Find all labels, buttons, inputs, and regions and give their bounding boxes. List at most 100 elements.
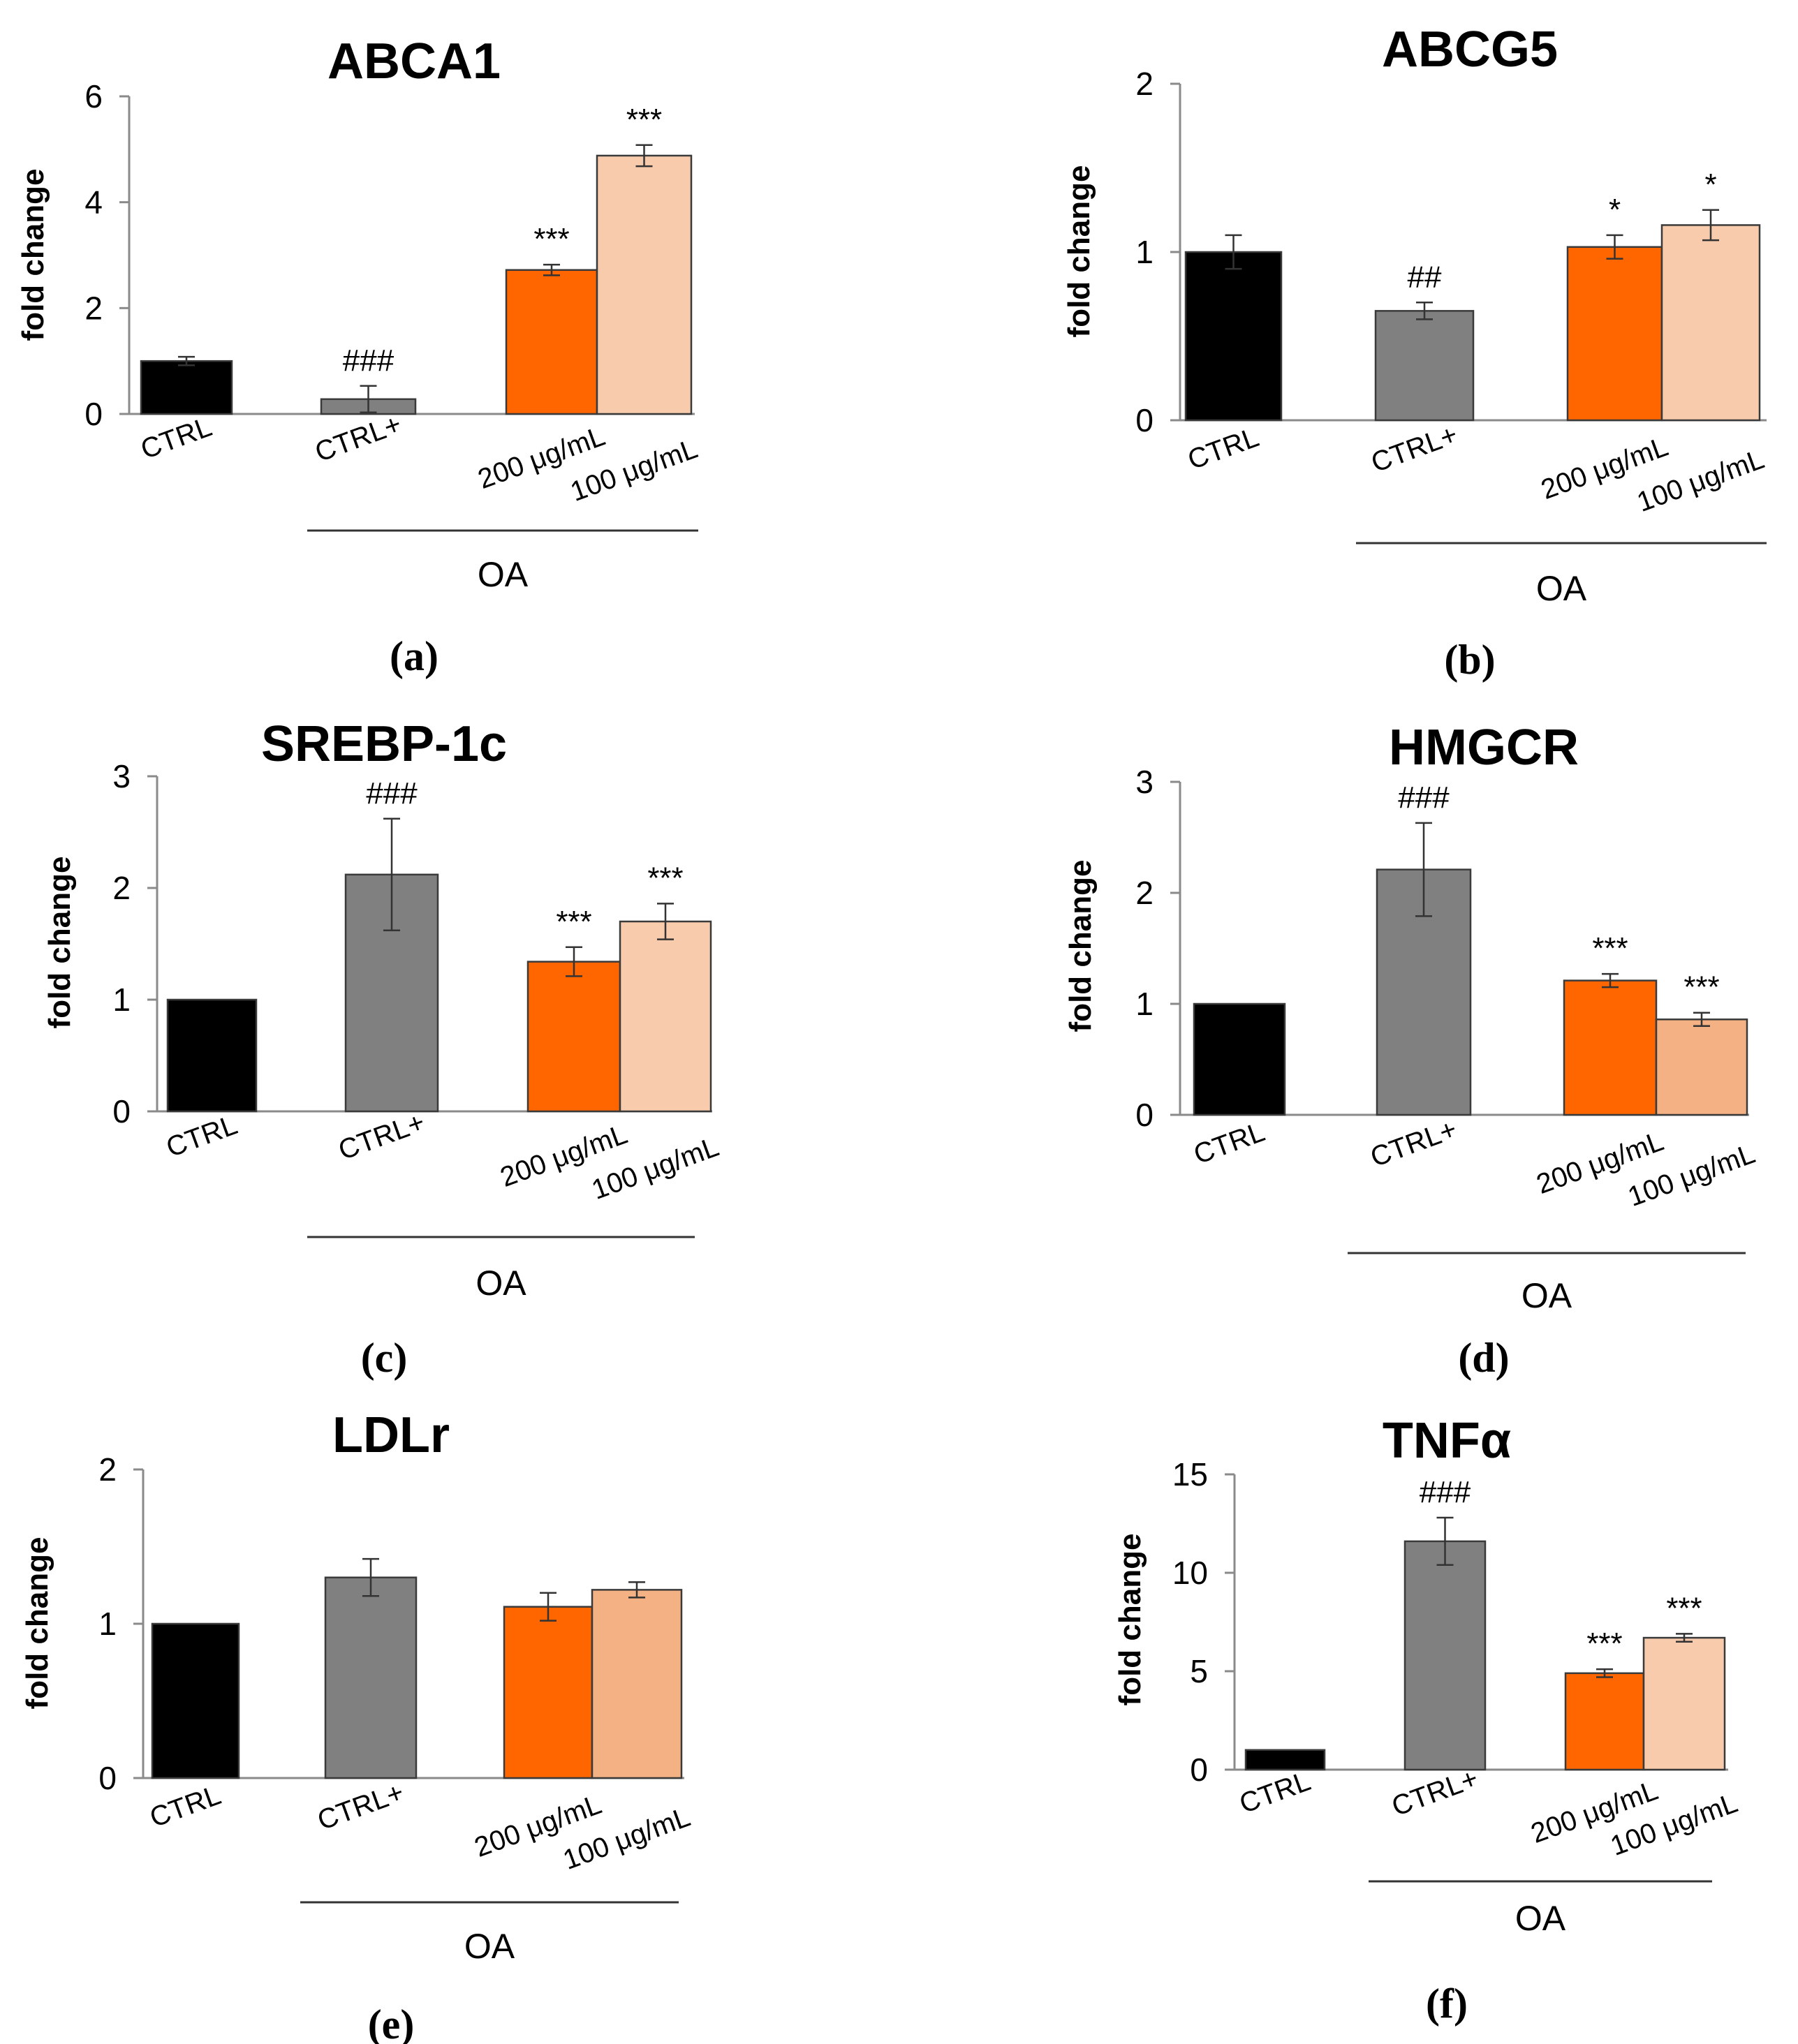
y-tick-label: 6 xyxy=(84,78,103,114)
group-label: OA xyxy=(1536,569,1587,608)
panel-label: (d) xyxy=(1458,1335,1509,1381)
bar-1 xyxy=(141,361,232,414)
panel-label: (b) xyxy=(1444,637,1495,683)
chart-title: ABCG5 xyxy=(1382,22,1558,77)
x-tick-label: CTRL+ xyxy=(334,1106,429,1166)
panel-label: (a) xyxy=(390,633,439,679)
y-tick-label: 0 xyxy=(1190,1752,1208,1788)
bar-4 xyxy=(592,1590,681,1778)
significance-label: * xyxy=(1609,193,1621,227)
panel-label: (c) xyxy=(361,1335,408,1381)
significance-label: *** xyxy=(1683,970,1719,1005)
y-axis-label: fold change xyxy=(1062,165,1096,338)
significance-label: ### xyxy=(366,776,418,810)
y-tick-label: 2 xyxy=(1135,66,1154,102)
y-tick-label: 0 xyxy=(1135,1097,1154,1133)
y-tick-label: 10 xyxy=(1172,1555,1208,1591)
y-axis-label: fold change xyxy=(16,169,50,341)
x-tick-label: CTRL+ xyxy=(1366,1113,1461,1173)
y-tick-label: 0 xyxy=(112,1093,131,1130)
chart-title: TNFα xyxy=(1383,1413,1511,1469)
y-tick-label: 2 xyxy=(84,290,103,326)
bar-4 xyxy=(1656,1019,1747,1115)
x-tick-label: CTRL+ xyxy=(1367,419,1461,478)
x-tick-label: CTRL xyxy=(146,1779,225,1833)
bar-3 xyxy=(504,1607,592,1778)
bar-1 xyxy=(168,1000,256,1111)
x-tick-label: CTRL xyxy=(162,1109,241,1163)
y-tick-label: 1 xyxy=(1135,234,1154,270)
significance-label: *** xyxy=(647,861,683,895)
bar-3 xyxy=(528,962,620,1111)
x-tick-label: CTRL+ xyxy=(311,408,405,468)
significance-label: * xyxy=(1704,168,1716,202)
y-tick-label: 1 xyxy=(98,1606,117,1642)
significance-label: ### xyxy=(1398,780,1450,815)
y-tick-label: 0 xyxy=(98,1760,117,1796)
y-tick-label: 1 xyxy=(1135,986,1154,1022)
bar-1 xyxy=(152,1624,239,1778)
significance-label: *** xyxy=(1592,931,1628,965)
panel-label: (e) xyxy=(368,2001,415,2044)
bar-1 xyxy=(1186,252,1281,420)
bar-4 xyxy=(1662,225,1760,420)
significance-label: *** xyxy=(556,905,591,939)
x-tick-label: CTRL+ xyxy=(314,1777,408,1836)
x-tick-label: CTRL+ xyxy=(1387,1763,1482,1822)
y-tick-label: 15 xyxy=(1172,1456,1208,1493)
x-tick-label: CTRL xyxy=(1235,1765,1314,1819)
bar-3 xyxy=(1564,981,1656,1115)
group-label: OA xyxy=(478,555,529,594)
significance-label: *** xyxy=(1586,1627,1622,1661)
y-axis-label: fold change xyxy=(1063,860,1098,1032)
x-tick-label: CTRL xyxy=(137,411,216,465)
significance-label: *** xyxy=(533,222,569,256)
figure-canvas: ABCA1 fold change 0 2 4 6 ### *** *** CTRL CTRL+ 2 0… xyxy=(0,0,1798,2044)
x-tick-label: CTRL xyxy=(1184,422,1262,475)
y-axis-label: fold change xyxy=(20,1537,54,1710)
bar-4 xyxy=(1644,1638,1725,1770)
chart-title: LDLr xyxy=(332,1407,450,1463)
chart-title: ABCA1 xyxy=(327,34,501,89)
y-axis-label: fold change xyxy=(43,857,77,1029)
bar-2 xyxy=(325,1578,416,1778)
y-tick-label: 3 xyxy=(112,758,131,794)
group-label: OA xyxy=(1515,1899,1566,1938)
y-axis-label: fold change xyxy=(1113,1534,1147,1706)
chart-title: SREBP-1c xyxy=(261,716,507,772)
y-tick-label: 0 xyxy=(1135,402,1154,438)
bar-2 xyxy=(1405,1541,1485,1770)
group-label: OA xyxy=(476,1264,526,1303)
bar-3 xyxy=(1565,1673,1644,1770)
chart-panel-3: SREBP-1c fold change 0 1 2 3 ### *** *** CTRL CTRL… xyxy=(43,716,723,1381)
group-label: OA xyxy=(464,1927,515,1966)
y-tick-label: 5 xyxy=(1190,1653,1208,1689)
y-tick-label: 4 xyxy=(84,184,103,221)
bar-1 xyxy=(1194,1004,1285,1115)
significance-label: *** xyxy=(626,103,662,137)
y-tick-label: 0 xyxy=(84,396,103,432)
x-tick-label: CTRL xyxy=(1190,1116,1269,1170)
bar-4 xyxy=(597,156,691,414)
y-tick-label: 3 xyxy=(1135,764,1154,800)
group-label: OA xyxy=(1521,1276,1572,1315)
y-tick-label: 2 xyxy=(112,870,131,906)
significance-label: ## xyxy=(1408,260,1442,294)
significance-label: *** xyxy=(1666,1591,1702,1625)
panel-label: (f) xyxy=(1426,1980,1468,2027)
bar-2 xyxy=(1376,311,1473,420)
chart-title: HMGCR xyxy=(1389,720,1579,776)
y-tick-label: 2 xyxy=(98,1451,117,1488)
bar-1 xyxy=(1246,1750,1325,1770)
significance-label: ### xyxy=(1420,1475,1471,1509)
y-tick-label: 2 xyxy=(1135,875,1154,911)
y-tick-label: 1 xyxy=(112,982,131,1018)
bar-3 xyxy=(1568,247,1662,420)
significance-label: ### xyxy=(343,343,395,378)
bar-4 xyxy=(620,921,711,1111)
